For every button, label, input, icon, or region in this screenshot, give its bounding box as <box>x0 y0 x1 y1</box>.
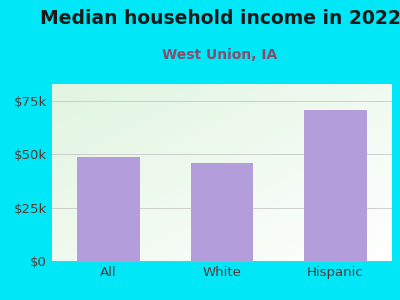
Text: Median household income in 2022: Median household income in 2022 <box>40 9 400 28</box>
Bar <box>304 110 366 261</box>
Bar <box>78 157 140 261</box>
Bar <box>191 163 253 261</box>
Text: West Union, IA: West Union, IA <box>162 48 278 62</box>
